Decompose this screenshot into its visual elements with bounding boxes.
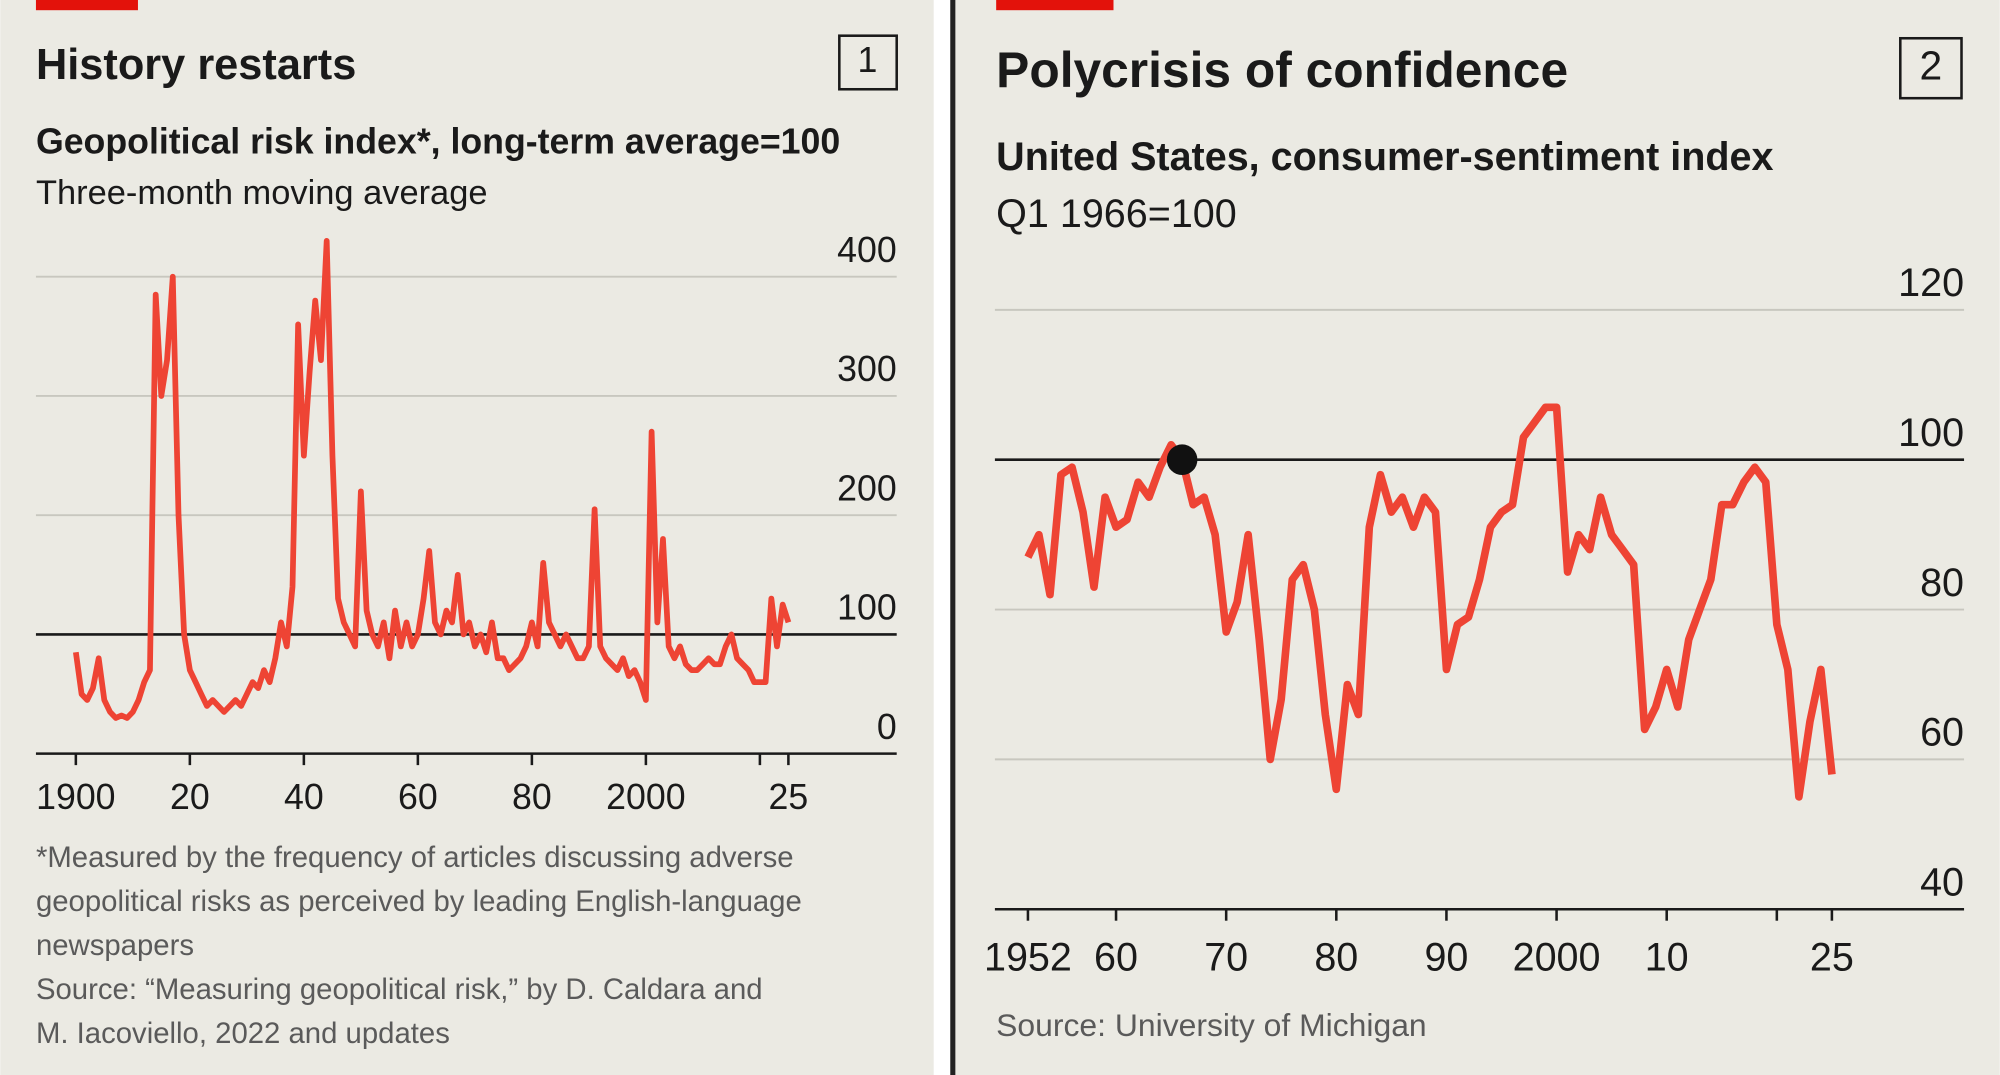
red-tag [35,0,138,11]
x-tick-label: 1952 [984,936,1072,980]
chart-number-box [838,34,898,91]
y-tick-label: 80 [1920,561,1964,605]
chart-number: 2 [1920,43,1943,89]
x-tick-label: 60 [1094,936,1138,980]
x-tick-label: 25 [769,777,809,817]
y-tick-label: 400 [837,230,897,270]
footnote: newspapers [36,929,194,962]
footnote: *Measured by the frequency of articles d… [36,841,794,874]
chart-number: 1 [857,40,877,80]
x-tick-label: 80 [512,777,552,817]
y-tick-label: 60 [1920,711,1964,755]
chart-description: Q1 1966=100 [996,192,1237,236]
y-tick-label: 0 [877,707,897,747]
x-tick-label: 80 [1314,936,1358,980]
y-tick-label: 100 [837,588,897,628]
panel-divider [950,0,956,1075]
y-tick-label: 200 [837,468,897,508]
panel-background [955,0,2000,1075]
chart-description: Three-month moving average [36,174,488,212]
x-tick-label: 60 [398,777,438,817]
footnote: M. Iacoviello, 2022 and updates [36,1017,450,1050]
footnote: geopolitical risks as perceived by leadi… [36,885,802,918]
data-line [73,238,792,721]
y-tick-label: 120 [1898,261,1964,305]
chart-subtitle: Geopolitical risk index*, long-term aver… [36,122,840,162]
x-tick-label: 20 [170,777,210,817]
chart-title: History restarts [36,41,356,89]
x-tick-label: 10 [1645,936,1689,980]
x-tick-label: 2000 [1513,936,1601,980]
footnote: Source: “Measuring geopolitical risk,” b… [36,973,763,1006]
x-tick-label: 70 [1204,936,1248,980]
y-tick-label: 100 [1898,411,1964,455]
red-tag [996,0,1114,11]
x-tick-label: 2000 [606,777,685,817]
highlight-dot [1166,444,1198,476]
x-tick-label: 90 [1424,936,1468,980]
x-tick-label: 40 [284,777,324,817]
y-tick-label: 300 [837,349,897,389]
x-tick-label: 1900 [36,777,115,817]
y-tick-label: 40 [1920,860,1964,904]
chart-title: Polycrisis of confidence [996,42,1568,98]
chart-number-box [1899,36,1963,100]
panel-background [0,0,934,1075]
chart-subtitle: United States, consumer-sentiment index [996,135,1773,179]
x-tick-label: 25 [1810,936,1854,980]
data-line [1024,403,1836,801]
footnote: Source: University of Michigan [996,1007,1426,1043]
